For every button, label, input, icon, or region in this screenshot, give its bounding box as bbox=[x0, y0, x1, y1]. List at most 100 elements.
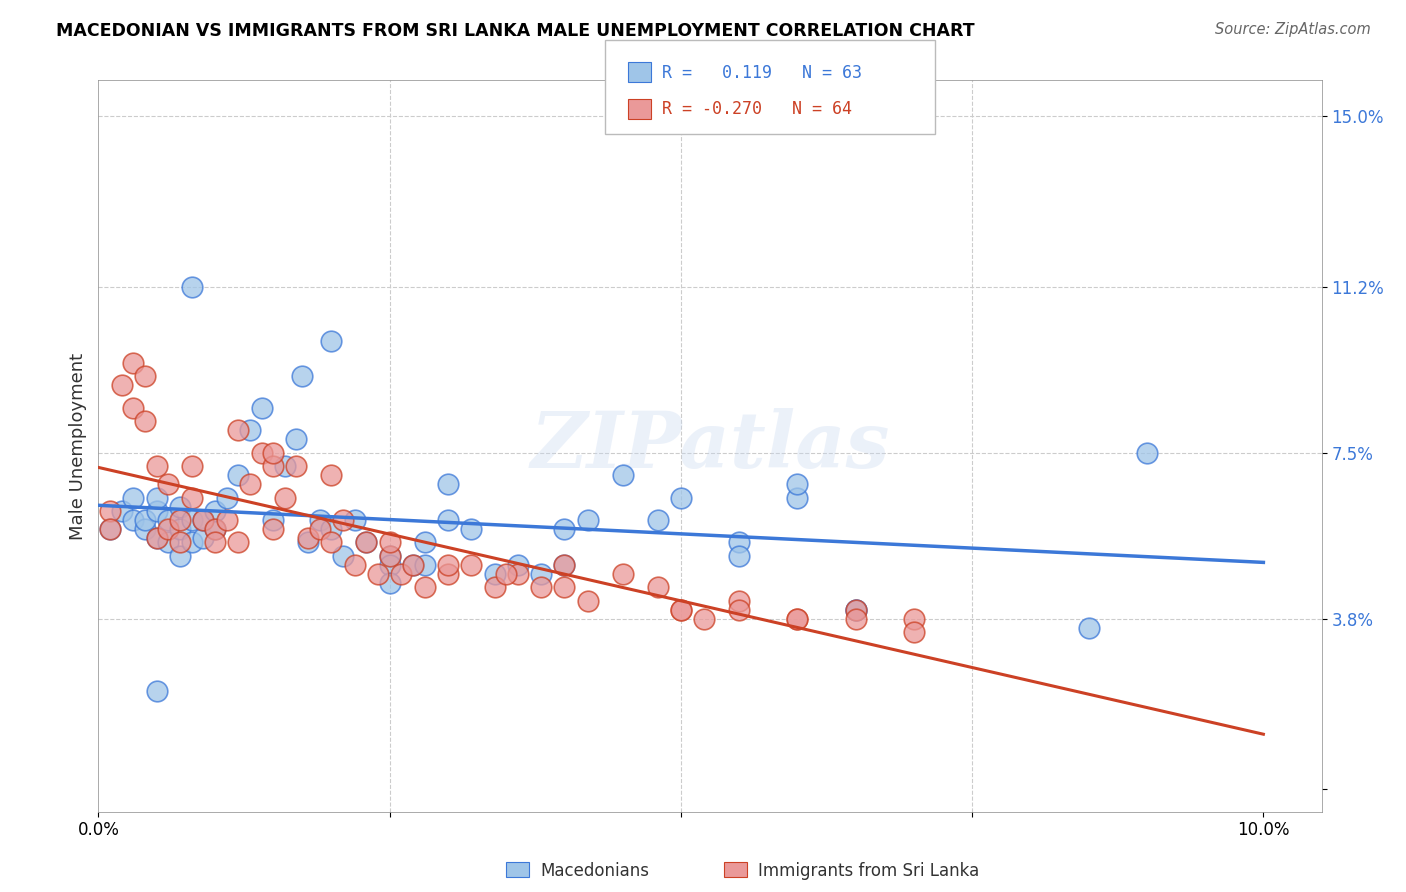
Point bbox=[693, 612, 716, 626]
Point bbox=[845, 603, 868, 617]
Y-axis label: Male Unemployment: Male Unemployment bbox=[69, 352, 87, 540]
Point bbox=[845, 603, 868, 617]
Point bbox=[506, 566, 529, 581]
Point bbox=[647, 513, 669, 527]
Point bbox=[169, 513, 191, 527]
Point bbox=[157, 535, 180, 549]
Point bbox=[728, 535, 751, 549]
Point bbox=[204, 535, 226, 549]
Point bbox=[612, 566, 634, 581]
Point bbox=[308, 522, 330, 536]
Point bbox=[122, 513, 145, 527]
Point bbox=[134, 513, 156, 527]
Text: R =   0.119   N = 63: R = 0.119 N = 63 bbox=[662, 63, 862, 82]
Point bbox=[239, 477, 262, 491]
Point bbox=[402, 558, 425, 572]
Point bbox=[845, 603, 868, 617]
Point bbox=[308, 513, 330, 527]
Point bbox=[204, 522, 226, 536]
Point bbox=[378, 549, 401, 563]
Point bbox=[367, 566, 389, 581]
Point bbox=[530, 566, 553, 581]
Point bbox=[728, 603, 751, 617]
Point bbox=[122, 401, 145, 415]
Point bbox=[134, 369, 156, 384]
Point bbox=[321, 535, 343, 549]
Point bbox=[297, 531, 319, 545]
Point bbox=[378, 558, 401, 572]
Point bbox=[413, 558, 436, 572]
Point bbox=[786, 491, 808, 505]
Point bbox=[134, 522, 156, 536]
Point bbox=[285, 432, 308, 446]
Point bbox=[437, 477, 460, 491]
Point bbox=[612, 468, 634, 483]
Text: Immigrants from Sri Lanka: Immigrants from Sri Lanka bbox=[758, 862, 979, 880]
Point bbox=[343, 513, 366, 527]
Point bbox=[786, 612, 808, 626]
Point bbox=[728, 549, 751, 563]
Point bbox=[226, 535, 249, 549]
Point bbox=[576, 594, 599, 608]
Point bbox=[180, 279, 202, 293]
Point bbox=[274, 491, 297, 505]
Point bbox=[262, 513, 284, 527]
Point bbox=[786, 477, 808, 491]
Point bbox=[98, 522, 121, 536]
Point bbox=[484, 580, 506, 594]
Point bbox=[343, 558, 366, 572]
Point bbox=[669, 491, 692, 505]
Point bbox=[321, 522, 343, 536]
Point bbox=[226, 468, 249, 483]
Point bbox=[169, 500, 191, 514]
Point bbox=[903, 625, 925, 640]
Point bbox=[145, 459, 167, 474]
Point bbox=[145, 683, 167, 698]
Point bbox=[122, 356, 145, 370]
Point bbox=[169, 549, 191, 563]
Point bbox=[647, 580, 669, 594]
Point bbox=[291, 369, 314, 384]
Point bbox=[669, 603, 692, 617]
Point bbox=[98, 504, 121, 518]
Point bbox=[226, 423, 249, 437]
Point bbox=[180, 535, 202, 549]
Point bbox=[378, 549, 401, 563]
Point bbox=[1136, 446, 1159, 460]
Point bbox=[553, 522, 575, 536]
Point bbox=[553, 580, 575, 594]
Point bbox=[413, 535, 436, 549]
Text: R = -0.270   N = 64: R = -0.270 N = 64 bbox=[662, 100, 852, 118]
Text: ZIPatlas: ZIPatlas bbox=[530, 408, 890, 484]
Point bbox=[413, 580, 436, 594]
Point bbox=[356, 535, 378, 549]
Point bbox=[157, 477, 180, 491]
Point bbox=[437, 513, 460, 527]
Point bbox=[145, 531, 167, 545]
Point bbox=[332, 513, 354, 527]
Point bbox=[553, 558, 575, 572]
Point bbox=[903, 612, 925, 626]
Point bbox=[1077, 621, 1099, 635]
Point bbox=[111, 504, 134, 518]
Point bbox=[193, 513, 215, 527]
Point bbox=[193, 513, 215, 527]
Point bbox=[262, 459, 284, 474]
Point bbox=[204, 504, 226, 518]
Point bbox=[145, 491, 167, 505]
Point bbox=[145, 504, 167, 518]
Point bbox=[389, 566, 412, 581]
Point bbox=[157, 513, 180, 527]
Point bbox=[356, 535, 378, 549]
Point bbox=[262, 522, 284, 536]
Point bbox=[250, 446, 273, 460]
Point bbox=[437, 566, 460, 581]
Point bbox=[378, 575, 401, 590]
Point bbox=[145, 531, 167, 545]
Point bbox=[845, 612, 868, 626]
Point bbox=[495, 566, 517, 581]
Point bbox=[122, 491, 145, 505]
Point bbox=[169, 535, 191, 549]
Point bbox=[332, 549, 354, 563]
Point bbox=[669, 603, 692, 617]
